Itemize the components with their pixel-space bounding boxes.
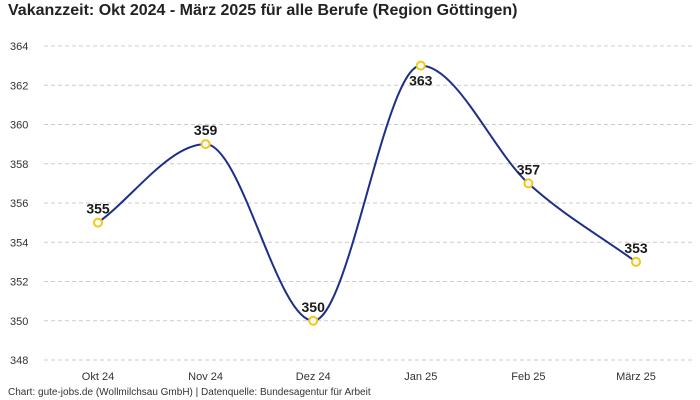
x-tick-label: Dez 24 xyxy=(296,371,331,383)
x-axis-ticks: Okt 24 Nov 24 Dez 24 Jan 25 Feb 25 März 25 xyxy=(82,371,656,383)
data-label: 355 xyxy=(86,201,110,217)
y-axis-ticks: 348 350 352 354 356 358 360 362 364 xyxy=(10,41,28,367)
x-tick-label: Okt 24 xyxy=(82,371,114,383)
chart-title: Vakanzzeit: Okt 2024 - März 2025 für all… xyxy=(8,2,518,19)
x-tick-label: Jan 25 xyxy=(404,371,437,383)
y-tick-label: 362 xyxy=(10,80,28,92)
gridlines xyxy=(44,45,692,361)
data-label: 350 xyxy=(302,299,326,315)
data-point xyxy=(200,139,211,150)
data-points xyxy=(93,60,641,326)
series-line xyxy=(97,64,637,322)
data-point xyxy=(415,60,426,71)
data-labels: 355 359 350 363 357 353 xyxy=(86,73,648,315)
data-point xyxy=(631,256,641,267)
y-tick-label: 352 xyxy=(10,277,28,289)
x-tick-label: März 25 xyxy=(616,371,656,383)
x-tick-label: Nov 24 xyxy=(188,371,223,383)
data-point xyxy=(523,178,534,189)
data-point xyxy=(93,217,103,228)
y-tick-label: 356 xyxy=(10,198,28,210)
y-tick-label: 348 xyxy=(10,355,28,367)
source-footer: Chart: gute-jobs.de (Wollmilchsau GmbH) … xyxy=(8,387,371,398)
y-tick-label: 360 xyxy=(10,120,28,132)
data-label: 363 xyxy=(409,73,433,89)
data-point xyxy=(308,315,319,326)
data-label: 359 xyxy=(194,122,218,138)
y-tick-label: 358 xyxy=(10,159,28,171)
y-tick-label: 350 xyxy=(10,316,28,328)
y-tick-label: 354 xyxy=(10,237,28,249)
y-tick-label: 364 xyxy=(10,41,28,53)
data-label: 353 xyxy=(624,240,648,256)
x-tick-label: Feb 25 xyxy=(511,371,545,383)
data-label: 357 xyxy=(517,161,541,177)
